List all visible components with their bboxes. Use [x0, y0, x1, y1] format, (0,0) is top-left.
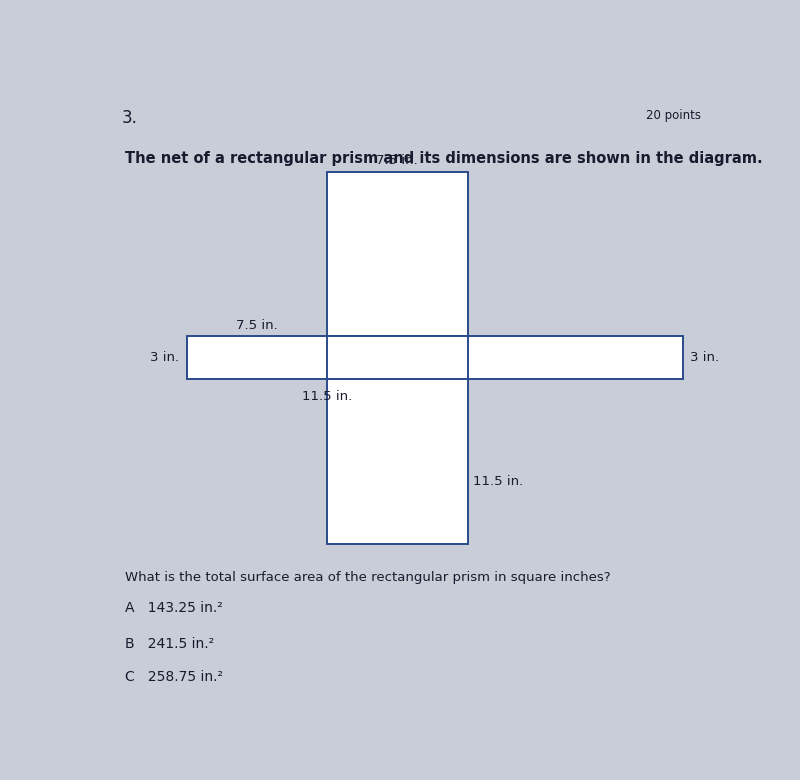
Text: 3 in.: 3 in. [690, 351, 719, 364]
Text: 3.: 3. [122, 108, 138, 126]
Text: 11.5 in.: 11.5 in. [302, 390, 352, 403]
Text: The net of a rectangular prism and its dimensions are shown in the diagram.: The net of a rectangular prism and its d… [125, 151, 762, 165]
Text: 20 points: 20 points [646, 108, 702, 122]
Text: 3 in.: 3 in. [150, 351, 179, 364]
Bar [327, 379, 467, 544]
Text: 11.5 in.: 11.5 in. [473, 475, 522, 488]
Text: B   241.5 in.²: B 241.5 in.² [125, 637, 214, 651]
Bar [187, 336, 682, 379]
Bar [327, 172, 467, 336]
Text: 7.5 in.: 7.5 in. [377, 154, 418, 167]
Text: C   258.75 in.²: C 258.75 in.² [125, 670, 222, 684]
Text: 7.5 in.: 7.5 in. [236, 318, 278, 331]
Text: What is the total surface area of the rectangular prism in square inches?: What is the total surface area of the re… [125, 571, 610, 584]
Text: A   143.25 in.²: A 143.25 in.² [125, 601, 222, 615]
